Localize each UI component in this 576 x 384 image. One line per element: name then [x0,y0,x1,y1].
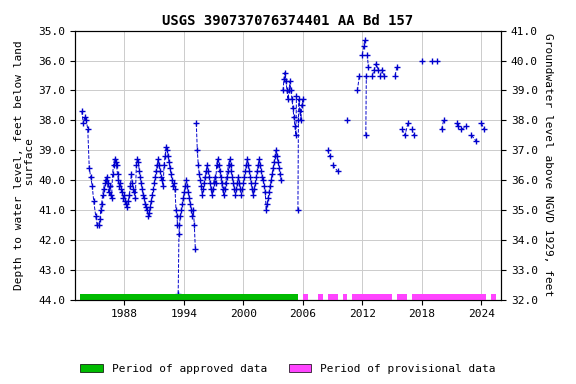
Y-axis label: Depth to water level, feet below land
 surface: Depth to water level, feet below land su… [14,40,35,290]
Title: USGS 390737076374401 AA Bd 157: USGS 390737076374401 AA Bd 157 [162,14,414,28]
Y-axis label: Groundwater level above NGVD 1929, feet: Groundwater level above NGVD 1929, feet [543,33,554,297]
Legend: Period of approved data, Period of provisional data: Period of approved data, Period of provi… [76,359,500,379]
